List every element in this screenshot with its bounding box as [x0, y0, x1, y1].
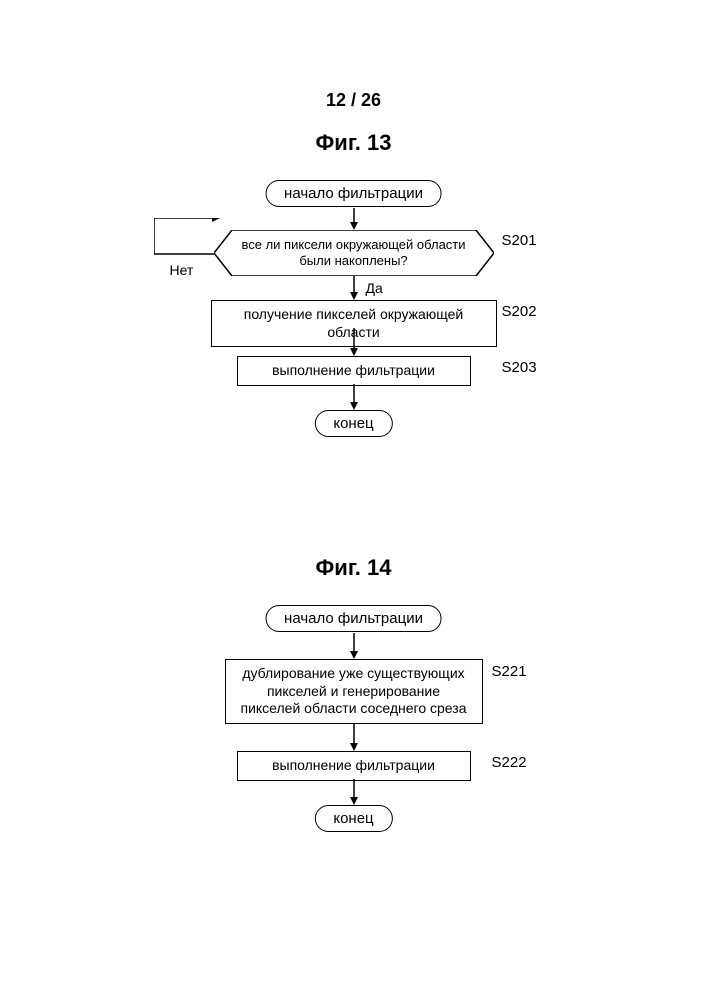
fig13-s201-label: S201	[502, 232, 537, 249]
fig13-start: начало фильтрации	[265, 180, 442, 207]
fig14-flowchart: начало фильтрации дублирование уже сущес…	[164, 605, 544, 865]
arrow	[348, 633, 360, 659]
arrow	[348, 276, 360, 300]
fig13-decision: все ли пиксели окружающей областибыли на…	[214, 230, 494, 276]
fig13-decision-text: все ли пиксели окружающей областибыли на…	[214, 230, 494, 276]
arrow	[348, 384, 360, 410]
arrow	[348, 723, 360, 751]
fig14-start: начало фильтрации	[265, 605, 442, 632]
fig14-step2: выполнение фильтрации	[237, 751, 471, 781]
fig13-no-label: Нет	[170, 262, 194, 278]
page-number: 12 / 26	[326, 90, 381, 111]
fig14-title: Фиг. 14	[316, 555, 392, 581]
fig13-yes-label: Да	[366, 280, 383, 296]
fig14-s221-label: S221	[492, 663, 527, 680]
fig14-end: конец	[314, 805, 392, 832]
fig13-flowchart: начало фильтрации все ли пиксели окружаю…	[164, 180, 544, 460]
fig13-s203-label: S203	[502, 359, 537, 376]
fig14-s222-label: S222	[492, 754, 527, 771]
arrow	[348, 328, 360, 356]
arrow	[348, 779, 360, 805]
fig13-title: Фиг. 13	[316, 130, 392, 156]
arrow	[348, 208, 360, 230]
fig13-step3: выполнение фильтрации	[237, 356, 471, 386]
fig14-step1: дублирование уже существующихпикселей и …	[225, 659, 483, 724]
fig13-end: конец	[314, 410, 392, 437]
fig13-s202-label: S202	[502, 303, 537, 320]
